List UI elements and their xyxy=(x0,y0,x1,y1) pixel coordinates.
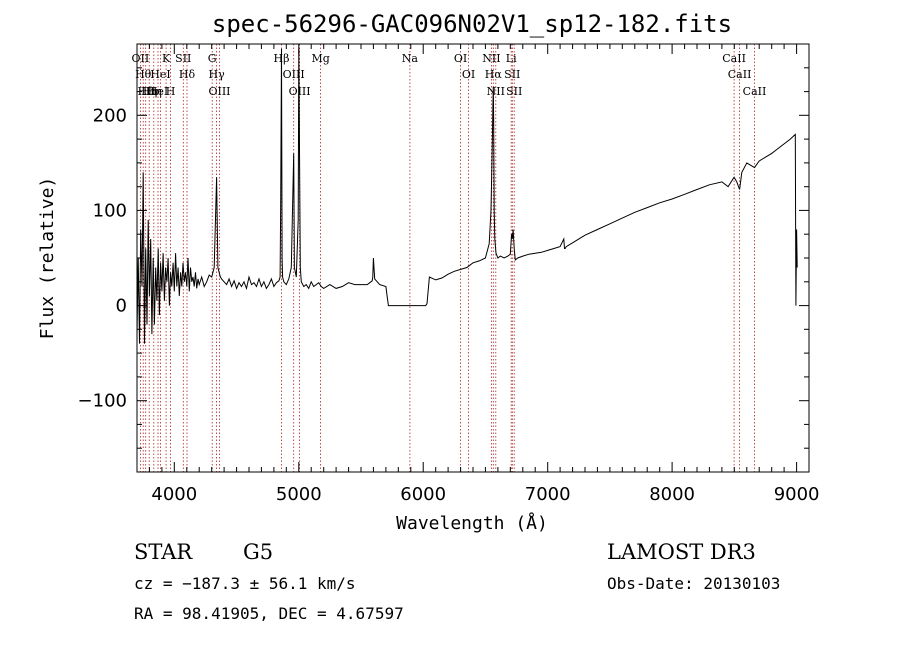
x-tick-label-7000: 7000 xyxy=(525,484,571,505)
line-marker-label-16: OIII xyxy=(289,85,311,98)
x-tick-label-8000: 8000 xyxy=(649,484,695,505)
y-tick-label-200: 200 xyxy=(93,105,127,126)
line-marker-label-7: K xyxy=(162,52,171,65)
line-marker-label-5: HeI xyxy=(148,85,168,98)
line-marker-label-11: G xyxy=(208,52,217,65)
line-marker-label-8: H xyxy=(166,85,176,98)
line-marker-label-26: SII xyxy=(506,85,522,98)
coordinates-text: RA = 98.41905, DEC = 4.67597 xyxy=(134,604,404,623)
line-marker-label-2: Hθ xyxy=(138,85,155,98)
x-axis-label: Wavelength (Å) xyxy=(396,512,548,534)
line-marker-label-25: SII xyxy=(504,68,520,81)
x-axis-ticks: 4000 5000 6000 7000 8000 9000 xyxy=(148,44,820,505)
line-marker-label-3: Hη xyxy=(141,85,157,98)
line-marker-label-19: OI xyxy=(454,52,467,65)
x-tick-label-4000: 4000 xyxy=(151,484,197,505)
y-axis-label: Flux (relative) xyxy=(37,177,58,340)
line-marker-label-24: Li xyxy=(506,52,517,65)
line-marker-label-23: NII xyxy=(487,85,505,98)
y-tick-label-0: 0 xyxy=(116,296,127,317)
object-subclass: G5 xyxy=(243,540,273,564)
spectrum-line xyxy=(136,48,798,344)
line-marker-label-29: CaII xyxy=(743,85,767,98)
observation-date: Obs-Date: 20130103 xyxy=(607,574,780,593)
y-axis-ticks: −100 0 100 200 xyxy=(78,67,809,449)
x-tick-label-5000: 5000 xyxy=(276,484,322,505)
line-marker-label-18: Na xyxy=(402,52,419,65)
line-marker-label-15: OIII xyxy=(283,68,305,81)
line-marker-label-17: Mg xyxy=(311,52,329,65)
object-class: STAR xyxy=(134,540,193,564)
line-marker-label-21: NII xyxy=(482,52,500,65)
spectral-line-labels: OIIHθHθHηHηHeIHeIKHSIIHδGHγOIIIHβOIIIOII… xyxy=(132,52,767,98)
y-tick-label--100: −100 xyxy=(78,391,127,412)
survey-name: LAMOST DR3 xyxy=(607,540,756,564)
line-marker-label-27: CaII xyxy=(722,52,746,65)
spectral-line-markers xyxy=(139,44,755,472)
x-tick-label-9000: 9000 xyxy=(774,484,820,505)
line-marker-label-0: OII xyxy=(132,52,150,65)
line-marker-label-10: Hδ xyxy=(179,68,196,81)
redshift-text: cz = −187.3 ± 56.1 km/s xyxy=(134,574,356,593)
line-marker-label-6: HeI xyxy=(150,68,170,81)
line-marker-label-13: OIII xyxy=(208,85,230,98)
line-marker-label-22: Hα xyxy=(485,68,503,81)
line-marker-label-9: SII xyxy=(175,52,191,65)
line-marker-label-4: Hη xyxy=(146,85,162,98)
plot-frame xyxy=(136,43,810,473)
line-marker-label-20: OI xyxy=(462,68,475,81)
x-tick-label-6000: 6000 xyxy=(400,484,446,505)
line-marker-label-12: Hγ xyxy=(209,68,226,81)
chart-title: spec-56296-GAC096N02V1_sp12-182.fits xyxy=(212,10,732,38)
y-tick-label-100: 100 xyxy=(93,200,127,221)
line-marker-label-28: CaII xyxy=(728,68,752,81)
line-marker-label-1: Hθ xyxy=(135,68,152,81)
